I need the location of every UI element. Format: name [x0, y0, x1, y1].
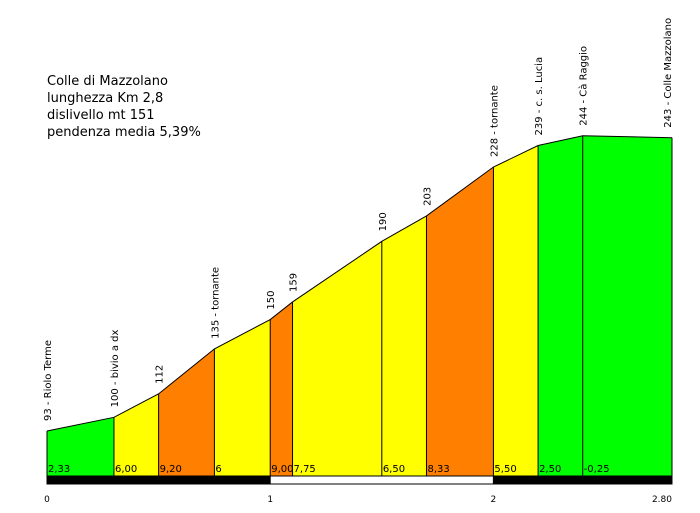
- segment-grade-label: 6,50: [383, 464, 405, 475]
- distance-bar-section: [269, 475, 494, 485]
- segment-area: [158, 348, 215, 476]
- point-elevation-label: 239 - c. s. Lucia: [534, 57, 545, 136]
- distance-bar-section: [46, 475, 271, 485]
- segment-area: [270, 301, 293, 476]
- segment-grade-label: 2,50: [539, 464, 561, 475]
- climb-info: Colle di Mazzolano lunghezza Km 2,8 disl…: [47, 73, 201, 141]
- segment-area: [292, 241, 382, 476]
- climb-average-grade: pendenza media 5,39%: [47, 125, 201, 140]
- segment-grade-labels: 2,33 6,00 9,20 6 9,00 7,75 6,50 8,33 5,50 2,50 -0,…: [48, 464, 610, 475]
- segment-area: [538, 135, 583, 476]
- segment-grade-label: 7,75: [294, 464, 316, 475]
- distance-axis: 0 1 2 2.80: [44, 475, 673, 505]
- point-elevation-label: 100 - bivio a dx: [110, 330, 121, 408]
- segment-area: [582, 135, 672, 476]
- point-elevation-label: 150: [266, 290, 277, 309]
- segment-grade-label: 9,00: [271, 464, 293, 475]
- segment-areas: [47, 135, 672, 476]
- x-tick-label: 1: [267, 495, 273, 505]
- point-elevation-label: 159: [289, 273, 300, 292]
- x-tick-label: 2.80: [652, 495, 672, 505]
- segment-grade-label: 6,00: [115, 464, 137, 475]
- segment-area: [381, 215, 427, 476]
- point-elevation-label: 244 - Cà Raggio: [578, 46, 590, 126]
- segment-dividers: [46, 135, 673, 476]
- segment-area: [47, 417, 114, 476]
- segment-grade-label: 6: [215, 464, 221, 475]
- segment-grade-label: 9,20: [160, 464, 182, 475]
- point-elevation-label: 228 - tornante: [489, 85, 500, 157]
- point-elevation-label: 190: [378, 212, 389, 231]
- segment-grade-label: -0,25: [584, 464, 610, 475]
- point-elevation-label: 243 - Colle Mazzolano: [663, 18, 674, 128]
- segment-area: [113, 393, 159, 476]
- segment-area: [214, 319, 271, 476]
- segment-grade-label: 2,33: [48, 464, 70, 475]
- segment-area: [493, 145, 539, 476]
- distance-bar-section: [492, 475, 673, 485]
- segment-grade-label: 5,50: [494, 464, 516, 475]
- climb-elevation-gain: dislivello mt 151: [47, 108, 155, 123]
- x-tick-label: 0: [44, 495, 50, 505]
- climb-length: lunghezza Km 2,8: [47, 91, 164, 106]
- point-elevation-label: 203: [422, 187, 433, 206]
- profile-line: [46, 135, 673, 432]
- segment-grade-label: 8,33: [427, 464, 449, 475]
- climb-name: Colle di Mazzolano: [47, 74, 168, 89]
- point-elevation-label: 112: [155, 365, 166, 384]
- point-elevation-label: 135 - tornante: [210, 267, 221, 339]
- x-tick-label: 2: [491, 495, 497, 505]
- point-labels: 93 - Riolo Terme 100 - bivio a dx 112 135 -…: [43, 18, 674, 421]
- segment-area: [426, 167, 494, 476]
- point-elevation-label: 93 - Riolo Terme: [43, 340, 54, 421]
